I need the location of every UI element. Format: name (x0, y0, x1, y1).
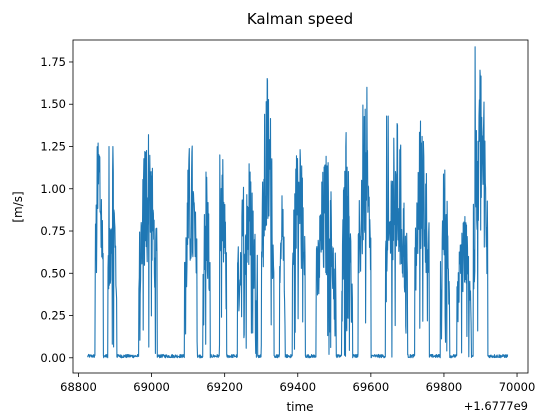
plot-area (72, 39, 529, 374)
x-tick-label: 69600 (353, 380, 390, 394)
y-tick-label: 0.25 (40, 309, 66, 323)
y-tick-label: 1.75 (40, 55, 66, 69)
y-tick-label: 1.25 (40, 139, 66, 153)
y-axis-label: [m/s] (11, 191, 25, 222)
y-tick-label: 0.75 (40, 224, 66, 238)
series-line (87, 46, 509, 359)
y-tick-label: 1.50 (40, 97, 66, 111)
x-tick-label: 69800 (426, 380, 463, 394)
x-tick-label: 69400 (279, 380, 316, 394)
y-tick-label: 0.50 (40, 266, 66, 280)
x-tick-label: 70000 (499, 380, 536, 394)
chart-title: Kalman speed (247, 10, 353, 28)
y-tick-label: 0.00 (40, 351, 66, 365)
x-offset-label: +1.6777e9 (464, 399, 528, 413)
x-tick-label: 69000 (133, 380, 170, 394)
x-axis-label: time (286, 400, 313, 414)
x-tick-label: 69200 (206, 380, 243, 394)
y-tick-label: 1.00 (40, 182, 66, 196)
x-axis: 68800 69000 69200 69400 69600 69800 70000 (60, 373, 535, 394)
y-axis: 0.00 0.25 0.50 0.75 1.00 1.25 1.50 1.75 (40, 55, 73, 365)
x-tick-label: 68800 (60, 380, 97, 394)
